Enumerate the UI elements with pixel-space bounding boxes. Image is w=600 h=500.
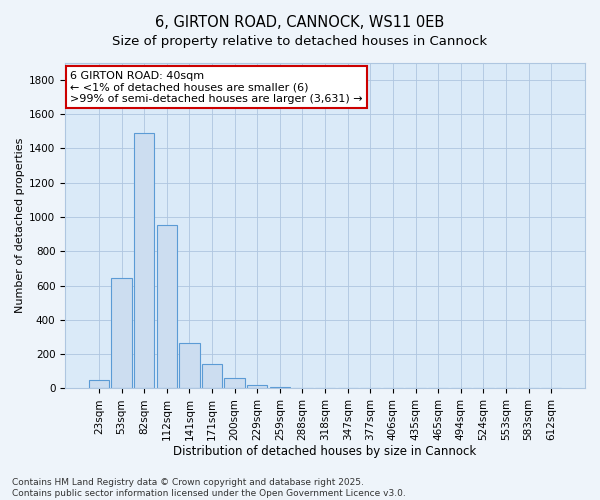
Bar — [112, 278, 132, 388]
Text: 6, GIRTON ROAD, CANNOCK, WS11 0EB: 6, GIRTON ROAD, CANNOCK, WS11 0EB — [155, 15, 445, 30]
Text: 6 GIRTON ROAD: 40sqm
← <1% of detached houses are smaller (6)
>99% of semi-detac: 6 GIRTON ROAD: 40sqm ← <1% of detached h… — [70, 70, 363, 104]
Bar — [134, 133, 154, 388]
Bar — [224, 378, 245, 388]
Bar — [247, 385, 268, 388]
Text: Size of property relative to detached houses in Cannock: Size of property relative to detached ho… — [112, 35, 488, 48]
Text: Contains HM Land Registry data © Crown copyright and database right 2025.
Contai: Contains HM Land Registry data © Crown c… — [12, 478, 406, 498]
X-axis label: Distribution of detached houses by size in Cannock: Distribution of detached houses by size … — [173, 444, 476, 458]
Bar — [89, 380, 109, 388]
Bar — [269, 387, 290, 388]
Bar — [179, 343, 200, 388]
Bar — [157, 224, 177, 388]
Bar — [202, 364, 222, 388]
Y-axis label: Number of detached properties: Number of detached properties — [15, 138, 25, 313]
